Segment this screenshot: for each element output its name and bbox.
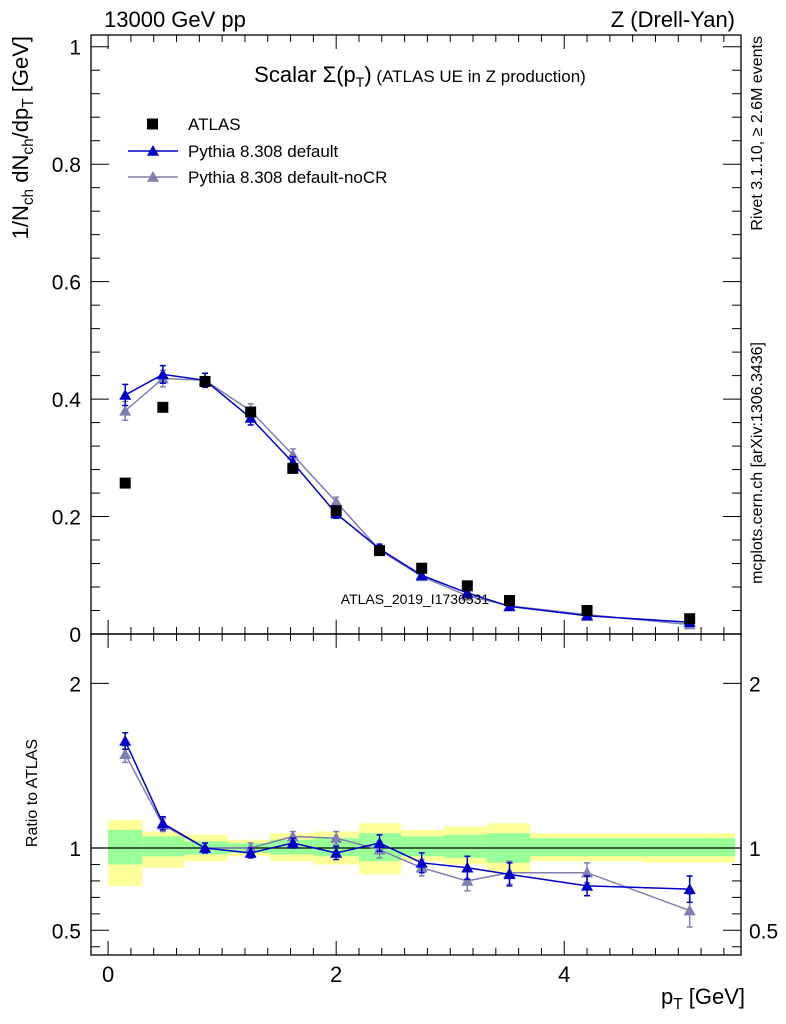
band-green-bin: [530, 838, 645, 857]
x-axis-label: pT [GeV]: [661, 984, 745, 1013]
main-noCR-point: [330, 495, 343, 507]
atlas-point: [330, 505, 342, 517]
atlas-point: [245, 406, 257, 418]
legend-triangle-marker: [147, 171, 159, 182]
ratio-noCR-point: [330, 832, 343, 843]
rivet-label: Rivet 3.1.10, ≥ 2.6M events: [749, 36, 766, 231]
ratio-uncertainty-bands: [91, 820, 741, 886]
main-default-point: [461, 586, 474, 598]
y-tick-label: 1: [69, 37, 81, 60]
ratio-default-point: [244, 846, 257, 858]
ratio-default-point: [581, 879, 594, 891]
ratio-noCR-point: [461, 874, 474, 886]
ratio-default-point: [503, 868, 516, 880]
data-series: [119, 364, 696, 928]
chart-title: Scalar Σ(pT) (ATLAS UE in Z production): [254, 62, 586, 90]
axes: [90, 34, 742, 956]
ratio-noCR-point: [683, 904, 696, 916]
main-default-point: [119, 388, 132, 400]
y-tick-label: 0.4: [52, 389, 82, 412]
analysis-watermark: ATLAS_2019_I1736531: [341, 591, 490, 607]
main-default-point: [156, 368, 169, 380]
ratio-y-tick-label: 1: [69, 838, 81, 861]
ratio-y-axis-label: Ratio to ATLAS: [24, 739, 41, 847]
ratio-default-point: [461, 861, 474, 873]
x-tick-label: 2: [330, 962, 342, 987]
y-tick-label: 0.8: [52, 154, 81, 177]
ratio-default-point: [683, 883, 696, 894]
main-default-line: [124, 373, 690, 624]
ratio-panel-frame: [90, 633, 742, 956]
band-green-bin: [142, 836, 185, 857]
atlas-point: [461, 580, 473, 592]
mcplots-label: mcplots.cern.ch [arXiv:1306.3436]: [749, 342, 766, 584]
atlas-point: [416, 562, 428, 574]
atlas-point: [374, 545, 386, 557]
ratio-y-tick-label-right: 2: [749, 673, 761, 696]
header-left: 13000 GeV pp: [104, 7, 246, 32]
ratio-y-tick-label: 2: [69, 673, 81, 696]
atlas-point: [199, 375, 211, 387]
legend-triangle-marker: [147, 145, 159, 156]
atlas-point: [157, 401, 169, 413]
labels: 0 2 4 0 0.2 0.4 0.6 0.8 1 0.5 0.5 1 1 2 2 ATLAS Pythia 8…: [8, 7, 778, 1013]
y-axis-label: 1/Nch dNch/dpT [GeV]: [8, 36, 37, 239]
atlas-point: [684, 613, 696, 625]
ratio-default-point: [199, 842, 212, 853]
ratio-noCR-point: [119, 748, 132, 759]
main-default-point: [415, 569, 428, 581]
main-noCR-line: [124, 377, 690, 626]
ratio-y-tick-label: 0.5: [52, 920, 81, 943]
y-tick-label: 0.2: [52, 507, 81, 530]
ratio-default-point: [415, 856, 428, 868]
band-green-bin: [108, 829, 143, 865]
ratio-default-point: [156, 817, 169, 829]
main-noCR-point: [119, 404, 132, 416]
band-green-bin: [644, 838, 736, 857]
ratio-noCR-point: [581, 866, 594, 878]
atlas-point: [119, 477, 131, 489]
y-tick-label: 0.6: [52, 272, 81, 295]
legend-label: ATLAS: [188, 115, 241, 134]
legend-label: Pythia 8.308 default-noCR: [188, 168, 387, 187]
ratio-default-point: [373, 837, 386, 848]
atlas-point: [504, 595, 516, 607]
atlas-point: [581, 605, 593, 617]
band-green-bin: [401, 836, 445, 857]
ratio-default-point: [330, 846, 343, 858]
x-tick-label: 4: [558, 962, 570, 987]
y-tick-label: 0: [69, 624, 81, 647]
band-green-bin: [444, 834, 487, 858]
ratio-default-point: [119, 735, 132, 746]
atlas-point: [287, 462, 299, 474]
legend-atlas-marker: [147, 118, 158, 130]
ratio-y-tick-label-right: 0.5: [749, 920, 778, 943]
x-tick-label: 0: [102, 962, 114, 987]
ratio-default-line: [124, 740, 690, 890]
header-right: Z (Drell-Yan): [611, 7, 735, 32]
legend-label: Pythia 8.308 default: [188, 142, 339, 161]
ratio-default-point: [286, 837, 299, 848]
ratio-y-tick-label-right: 1: [749, 838, 761, 861]
